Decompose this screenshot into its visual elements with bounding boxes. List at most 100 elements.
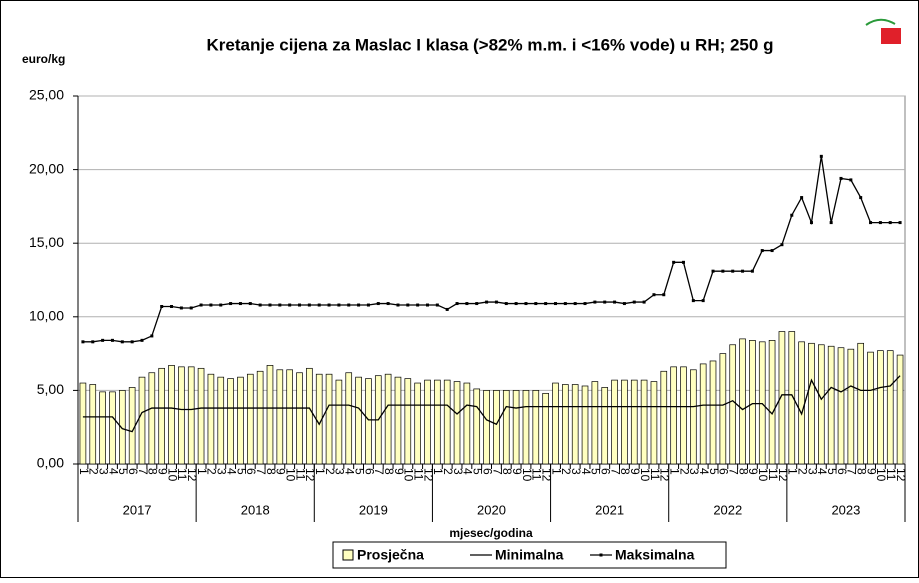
bar <box>818 344 825 465</box>
bar <box>709 360 717 465</box>
bar <box>493 390 500 465</box>
bar <box>827 345 835 465</box>
bar <box>739 338 746 465</box>
marker <box>209 303 213 307</box>
x-tick-label: 6 <box>717 468 731 475</box>
marker <box>81 340 85 344</box>
bar <box>207 373 215 465</box>
legend-swatch <box>342 549 354 561</box>
bar <box>197 367 205 465</box>
x-tick-label: 9 <box>156 468 170 475</box>
x-tick-label: 7 <box>845 468 859 475</box>
marker <box>386 302 390 306</box>
x-tick-label: 4 <box>224 468 238 475</box>
marker <box>366 303 370 307</box>
marker <box>396 303 400 307</box>
marker <box>327 303 331 307</box>
marker <box>485 300 489 304</box>
logo <box>865 18 901 44</box>
marker <box>160 304 164 308</box>
bar <box>877 350 884 465</box>
y-axis-label: euro/kg <box>22 52 65 66</box>
x-tick-label: 2 <box>795 468 809 475</box>
x-tick-label: 9 <box>628 468 642 475</box>
bar <box>749 340 756 465</box>
x-tick-label: 6 <box>599 468 613 475</box>
x-tick-label: 2 <box>205 468 219 475</box>
x-tick-label: 8 <box>146 468 160 475</box>
x-tick-label: 2 <box>559 468 573 475</box>
legend-marker <box>599 553 603 557</box>
x-tick-label: 12 <box>894 468 908 482</box>
marker <box>258 303 262 307</box>
bar <box>414 382 421 465</box>
bar <box>168 365 175 465</box>
bar <box>690 369 697 465</box>
bar <box>798 341 805 465</box>
bar <box>857 342 865 465</box>
x-tick-label: 5 <box>234 468 248 475</box>
marker <box>809 221 813 225</box>
x-tick-label: 11 <box>293 468 307 481</box>
x-tick-label: 5 <box>352 468 366 475</box>
bar <box>650 381 658 465</box>
x-tick-label: 10 <box>874 468 888 482</box>
y-tick-label: 15,00 <box>29 234 64 250</box>
x-tick-label: 2 <box>677 468 691 475</box>
y-tick-label: 0,00 <box>37 455 64 471</box>
bar <box>217 376 225 465</box>
bar <box>335 379 343 465</box>
x-tick-label: 7 <box>136 468 150 475</box>
bar <box>296 372 303 465</box>
x-tick-label: 9 <box>392 468 406 475</box>
bar <box>699 363 707 465</box>
marker <box>514 302 518 306</box>
marker <box>298 303 302 307</box>
bar <box>227 378 234 465</box>
bar <box>719 353 727 465</box>
marker <box>110 338 114 342</box>
marker <box>672 260 676 264</box>
plot-area <box>77 95 906 465</box>
marker <box>219 303 223 307</box>
bar <box>237 376 244 465</box>
bar <box>532 390 540 465</box>
x-tick-label: 4 <box>815 468 829 475</box>
year-label: 2022 <box>713 502 742 517</box>
marker <box>337 303 341 307</box>
x-tick-label: 10 <box>756 468 770 482</box>
bar <box>473 388 481 465</box>
x-tick-label: 8 <box>618 468 632 475</box>
x-tick-label: 5 <box>707 468 721 475</box>
x-tick-label: 10 <box>284 468 298 482</box>
bar <box>463 382 471 465</box>
x-tick-label: 10 <box>165 468 179 482</box>
year-label: 2018 <box>241 502 270 517</box>
x-tick-label: 5 <box>825 468 839 475</box>
x-tick-label: 7 <box>372 468 386 475</box>
legend-label: Maksimalna <box>615 547 695 563</box>
marker <box>593 300 597 304</box>
marker <box>859 196 863 200</box>
x-tick-label: 3 <box>687 468 701 475</box>
x-tick-label: 3 <box>451 468 465 475</box>
x-tick-label: 2 <box>323 468 337 475</box>
x-tick-label: 8 <box>500 468 514 475</box>
bar <box>522 390 530 465</box>
x-tick-label: 1 <box>549 468 563 475</box>
x-tick-label: 9 <box>864 468 878 475</box>
line <box>82 375 901 433</box>
marker <box>878 221 882 225</box>
year-label: 2021 <box>595 502 624 517</box>
x-tick-label: 4 <box>579 468 593 475</box>
bar <box>365 378 372 465</box>
year-label: 2017 <box>123 502 152 517</box>
marker <box>229 302 233 306</box>
marker <box>731 269 735 273</box>
bar <box>768 340 776 465</box>
y-tick-label: 20,00 <box>29 160 64 176</box>
year-label: 2019 <box>359 502 388 517</box>
bar <box>256 370 264 465</box>
bar <box>355 376 362 465</box>
marker <box>701 299 705 303</box>
